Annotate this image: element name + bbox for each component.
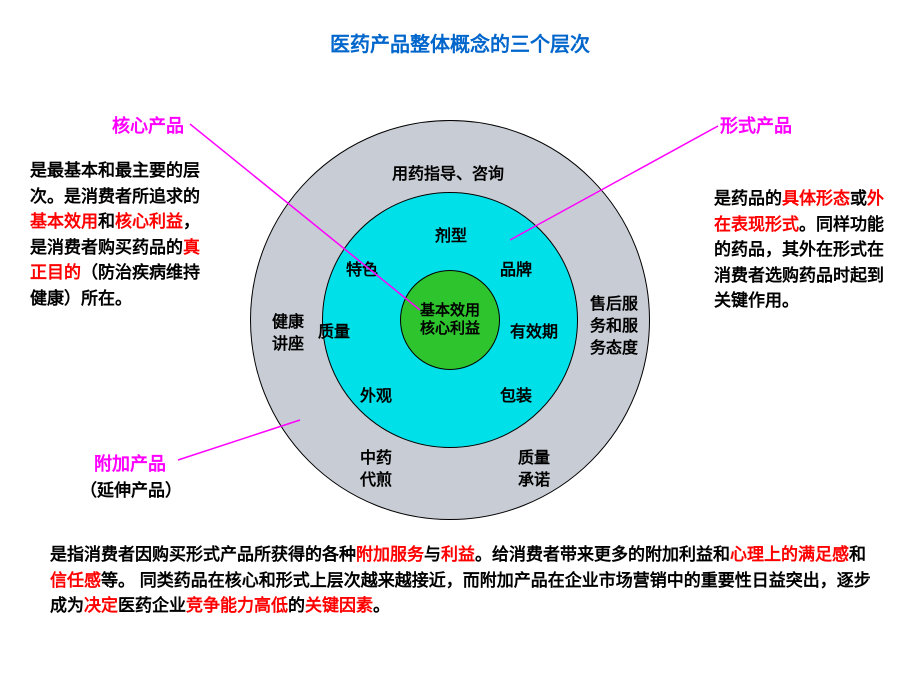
label-extend-product: 附加产品 xyxy=(94,450,166,476)
ring-label: 务态度 xyxy=(590,334,638,358)
ring-label: 质量 xyxy=(518,444,550,468)
ring-label: 健康 xyxy=(272,308,304,332)
ring-label: 特色 xyxy=(346,256,378,280)
core-line2: 核心利益 xyxy=(410,320,490,338)
ring-label: 品牌 xyxy=(500,256,532,280)
label-core-product: 核心产品 xyxy=(112,112,184,138)
page-title: 医药产品整体概念的三个层次 xyxy=(0,28,920,57)
ring-label: 用药指导、咨询 xyxy=(392,160,504,184)
core-text: 基本效用 核心利益 xyxy=(410,302,490,338)
ring-label: 售后服 xyxy=(590,290,638,314)
core-line1: 基本效用 xyxy=(410,302,490,320)
label-form-product: 形式产品 xyxy=(720,112,792,138)
ring-label: 有效期 xyxy=(510,318,558,342)
ring-label: 中药 xyxy=(360,444,392,468)
ring-label: 务和服 xyxy=(590,312,638,336)
ring-label: 质量 xyxy=(318,318,350,342)
label-extend-sub: （延伸产品） xyxy=(80,476,182,501)
ring-label: 代煎 xyxy=(360,466,392,490)
ring-label: 包装 xyxy=(500,382,532,406)
ring-label: 外观 xyxy=(360,382,392,406)
desc-form: 是药品的具体形态或外在表现形式。同样功能的药品，其外在形式在消费者选购药品时起到… xyxy=(714,186,888,314)
ring-label: 承诺 xyxy=(518,466,550,490)
desc-extend: 是指消费者因购买形式产品所获得的各种附加服务与利益。给消费者带来更多的附加利益和… xyxy=(50,542,880,619)
ring-label: 讲座 xyxy=(272,330,304,354)
ring-label: 剂型 xyxy=(435,222,467,246)
desc-core: 是最基本和最主要的层次。是消费者所追求的基本效用和核心利益，是消费者购买药品的真… xyxy=(30,158,210,311)
